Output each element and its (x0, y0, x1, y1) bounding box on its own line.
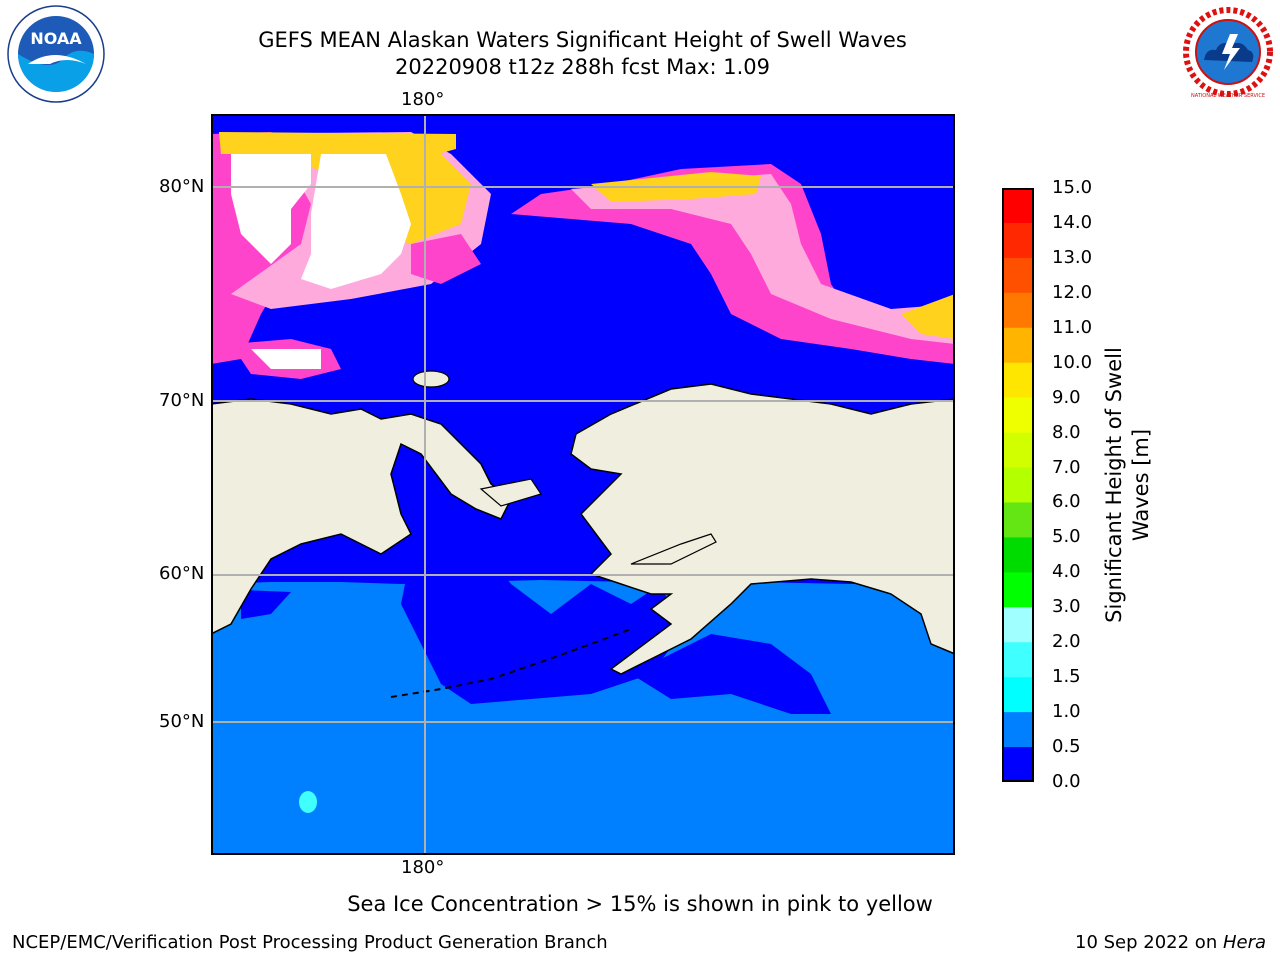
lon-label-top: 180° (401, 89, 445, 110)
lat-label-60: 60°N (159, 563, 205, 584)
colorbar-tick-label: 1.0 (1052, 701, 1081, 723)
sea-ice-high (901, 294, 955, 339)
colorbar-cell (1002, 572, 1034, 608)
colorbar-cell (1002, 607, 1034, 643)
chart-title: GEFS MEAN Alaskan Waters Significant Hei… (258, 28, 907, 52)
colorbar-cell (1002, 467, 1034, 503)
noaa-logo-text: NOAA (30, 29, 82, 48)
sea-ice-zone (411, 234, 481, 284)
colorbar-cell (1002, 747, 1034, 782)
map-frame (211, 114, 955, 855)
colorbar-tick-label: 4.0 (1052, 561, 1081, 583)
colorbar-cell (1002, 188, 1034, 224)
colorbar-cell (1002, 327, 1034, 364)
colorbar-tick-label: 13.0 (1052, 246, 1093, 268)
st-lawrence-island (479, 478, 542, 507)
colorbar-cell (1002, 222, 1034, 259)
colorbar-cell (1002, 712, 1034, 748)
colorbar-cell (1002, 677, 1034, 713)
ice-free-region (231, 154, 311, 264)
sea-ice-zone (571, 174, 955, 344)
colorbar (1002, 188, 1034, 782)
colorbar-cell (1002, 362, 1034, 399)
credit-text: NCEP/EMC/Verification Post Processing Pr… (12, 932, 608, 953)
date-text: 10 Sep 2022 on (1075, 932, 1223, 953)
colorbar-cell (1002, 257, 1034, 294)
colorbar-tick-label: 5.0 (1052, 526, 1081, 548)
wrangel-island (412, 370, 450, 388)
siberia-land (211, 398, 512, 635)
colorbar-title-line2: Waves [m] (1129, 428, 1153, 542)
ice-free-region (251, 349, 321, 369)
lat-label-50: 50°N (159, 711, 205, 732)
lat-label-70: 70°N (159, 390, 205, 411)
colorbar-tick-label: 15.0 (1052, 177, 1093, 198)
colorbar-tick-label: 9.0 (1052, 386, 1081, 408)
colorbar-cell (1002, 502, 1034, 538)
colorbar-tick-label: 12.0 (1052, 281, 1093, 303)
kodiak-island (630, 533, 717, 565)
colorbar-tick-label: 2.0 (1052, 631, 1081, 653)
west-swell-patch (241, 590, 291, 619)
aleutian-islands (390, 628, 632, 698)
sea-ice-footnote: Sea Ice Concentration > 15% is shown in … (347, 892, 933, 916)
noaa-logo: NOAA (7, 5, 105, 103)
colorbar-cell (1002, 642, 1034, 678)
nws-logo: NATIONAL WEATHER SERVICE (1182, 6, 1274, 99)
gulf-swell-patch (631, 634, 831, 714)
chart-subtitle: 20220908 t12z 288h fcst Max: 1.09 (395, 55, 770, 79)
colorbar-cell (1002, 432, 1034, 469)
colorbar-title: Significant Height of Swell Waves [m] (1101, 315, 1155, 655)
colorbar-tick-label: 6.0 (1052, 491, 1081, 513)
colorbar-tick-label: 1.5 (1052, 666, 1081, 688)
colorbar-tick-label: 10.0 (1052, 351, 1093, 373)
nws-logo-text: NATIONAL WEATHER SERVICE (1191, 93, 1265, 99)
colorbar-cell (1002, 537, 1034, 573)
bering-swell-patch (401, 534, 681, 704)
swell-height-map (211, 114, 955, 855)
colorbar-cell (1002, 292, 1034, 329)
lat-label-80: 80°N (159, 176, 205, 197)
alaska-land (570, 383, 955, 675)
lon-label-bottom: 180° (401, 857, 445, 878)
colorbar-title-line1: Significant Height of Swell (1102, 347, 1126, 623)
colorbar-tick-label: 8.0 (1052, 421, 1081, 443)
colorbar-tick-label: 3.0 (1052, 596, 1081, 618)
host-name: Hera (1222, 932, 1266, 953)
colorbar-tick-label: 14.0 (1052, 211, 1093, 233)
date-stamp: 10 Sep 2022 on Hera (1075, 932, 1266, 954)
swell-spot-15-20 (299, 791, 317, 813)
colorbar-frame (1002, 188, 1034, 782)
colorbar-tick-label: 7.0 (1052, 456, 1081, 478)
colorbar-tick-label: 0.5 (1052, 736, 1081, 758)
colorbar-cell (1002, 397, 1034, 434)
colorbar-tick-label: 0.0 (1052, 771, 1081, 792)
colorbar-tick-label: 11.0 (1052, 316, 1093, 338)
